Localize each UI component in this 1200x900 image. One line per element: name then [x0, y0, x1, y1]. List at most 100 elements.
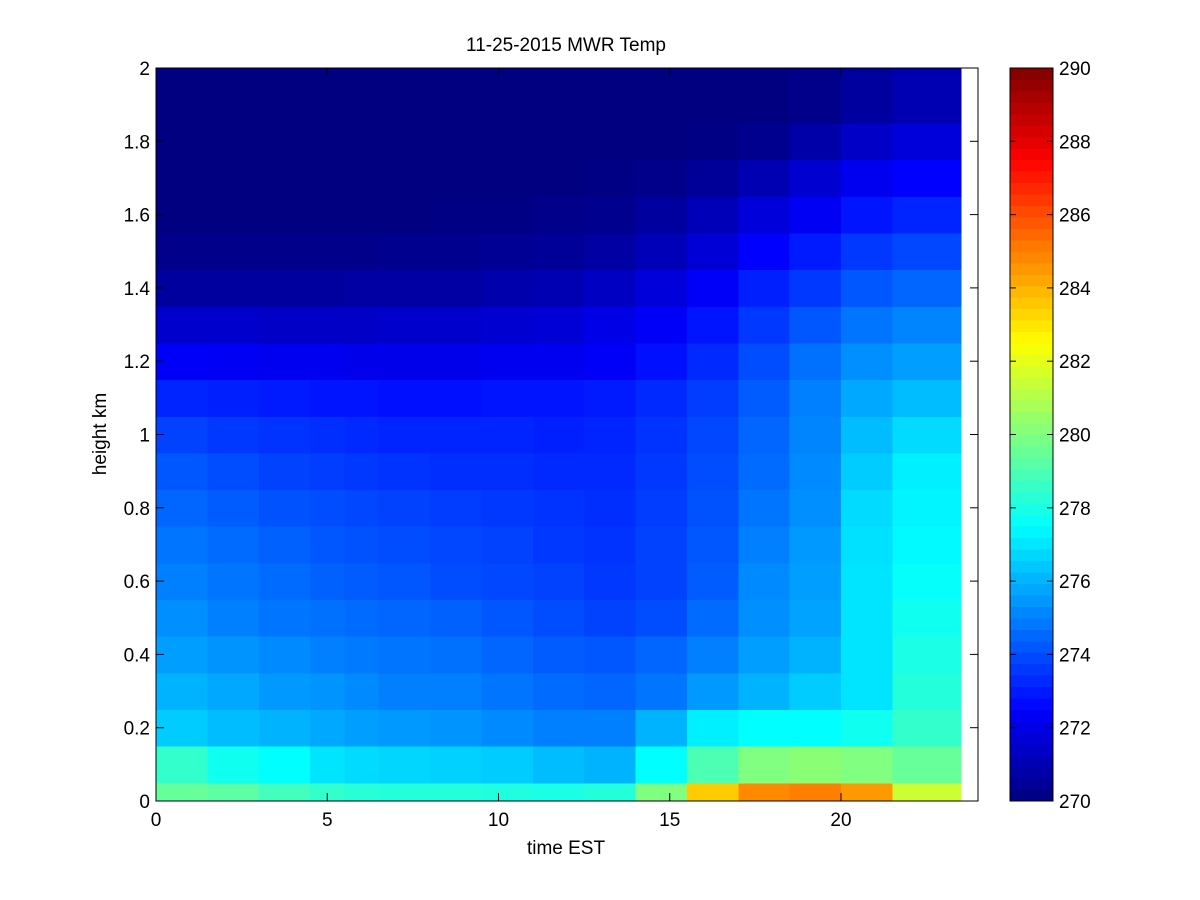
colorbar-band [1010, 778, 1053, 791]
heatmap-cell [738, 196, 791, 234]
y-tick-label: 2 [139, 59, 150, 80]
heatmap-cell [892, 379, 962, 417]
y-tick-label: 1.8 [124, 132, 150, 153]
heatmap-cell [532, 416, 585, 454]
heatmap-cell [207, 159, 260, 197]
colorbar-tick-label: 284 [1059, 279, 1091, 300]
heatmap-cell [310, 416, 345, 454]
heatmap-cell [156, 269, 208, 307]
heatmap-cell [481, 269, 534, 307]
heatmap-cell [430, 526, 482, 564]
heatmap-cell [738, 526, 791, 564]
heatmap-cell [156, 232, 208, 271]
heatmap-cell [430, 599, 482, 637]
heatmap-cell [532, 159, 585, 197]
heatmap-cell [789, 379, 842, 417]
heatmap-cell [430, 196, 482, 234]
heatmap-cell [892, 782, 962, 802]
heatmap-cell [738, 746, 791, 784]
y-tick-label: 1 [139, 426, 150, 447]
heatmap-cell [430, 416, 482, 454]
y-tick-label: 0.2 [124, 719, 150, 740]
heatmap-cell [686, 526, 739, 564]
heatmap-cell [258, 416, 311, 454]
heatmap-cell [841, 379, 893, 417]
heatmap-cell [481, 562, 534, 601]
colorbar-band [1010, 182, 1053, 195]
colorbar-ticks: 270 272 274 276 278 280 282 284 286 288 290 [1010, 59, 1091, 813]
heatmap-cell [686, 599, 739, 637]
heatmap-cell [258, 672, 311, 710]
colorbar-band [1010, 193, 1053, 207]
colorbar-band [1010, 445, 1053, 458]
heatmap-cell [378, 452, 431, 491]
heatmap-cell [310, 452, 345, 491]
heatmap-cell [738, 599, 791, 637]
heatmap-cell [738, 122, 791, 161]
colorbar-band [1010, 68, 1053, 81]
heatmap-cell [841, 306, 893, 344]
heatmap-cells [156, 68, 962, 802]
x-tick-label: 20 [830, 810, 851, 831]
heatmap-cell [481, 709, 534, 747]
colorbar-band [1010, 629, 1053, 642]
colorbar-band [1010, 755, 1053, 768]
colorbar-band [1010, 434, 1053, 447]
heatmap-cell [686, 489, 739, 527]
heatmap-cell [258, 269, 311, 307]
x-tick-label: 5 [322, 810, 333, 831]
heatmap-cell [378, 269, 431, 307]
heatmap-cell [686, 68, 739, 124]
colorbar-tick-label: 282 [1059, 352, 1091, 373]
heatmap-cell [789, 709, 842, 747]
colorbar-band [1010, 377, 1053, 390]
heatmap-cell [892, 636, 962, 674]
heatmap-cell [258, 306, 311, 344]
colorbar-band [1010, 205, 1053, 218]
colorbar-band [1010, 652, 1053, 665]
heatmap-cell [892, 489, 962, 527]
heatmap-cell [841, 416, 893, 454]
heatmap-cell [532, 196, 585, 234]
colorbar-band [1010, 697, 1053, 710]
heatmap-cell [635, 379, 688, 417]
heatmap-cell [258, 452, 311, 491]
heatmap-cell [789, 599, 842, 637]
heatmap-cell [789, 452, 842, 491]
heatmap-cell [532, 599, 585, 637]
colorbar-band [1010, 663, 1053, 676]
heatmap-cell [841, 782, 893, 802]
heatmap-cell [156, 196, 208, 234]
heatmap-cell [584, 599, 637, 637]
heatmap-cell [738, 68, 791, 124]
heatmap-cell [584, 232, 637, 271]
heatmap-cell [686, 562, 739, 601]
heatmap-cell [686, 416, 739, 454]
heatmap-cell [584, 746, 637, 784]
heatmap-cell [532, 306, 585, 344]
heatmap-cell [310, 342, 345, 381]
heatmap-cell [789, 562, 842, 601]
heatmap-cell [481, 122, 534, 161]
colorbar-band [1010, 125, 1053, 138]
heatmap-cell [532, 672, 585, 710]
heatmap-cell [310, 232, 345, 271]
heatmap-cell [635, 122, 688, 161]
heatmap-cell [892, 306, 962, 344]
chart-title: 11-25-2015 MWR Temp [466, 35, 666, 56]
heatmap-cell [378, 68, 431, 124]
heatmap-cell [841, 562, 893, 601]
heatmap-cell [892, 746, 962, 784]
colorbar-gradient [1010, 68, 1053, 802]
heatmap-cell [310, 269, 345, 307]
heatmap-cell [481, 68, 534, 124]
heatmap-cell [789, 746, 842, 784]
heatmap-cell [789, 232, 842, 271]
heatmap-cell [738, 379, 791, 417]
heatmap-cell [584, 636, 637, 674]
heatmap-cell [378, 709, 431, 747]
heatmap-cell [635, 746, 688, 784]
heatmap-cell [430, 159, 482, 197]
colorbar-band [1010, 251, 1053, 264]
heatmap-cell [584, 416, 637, 454]
